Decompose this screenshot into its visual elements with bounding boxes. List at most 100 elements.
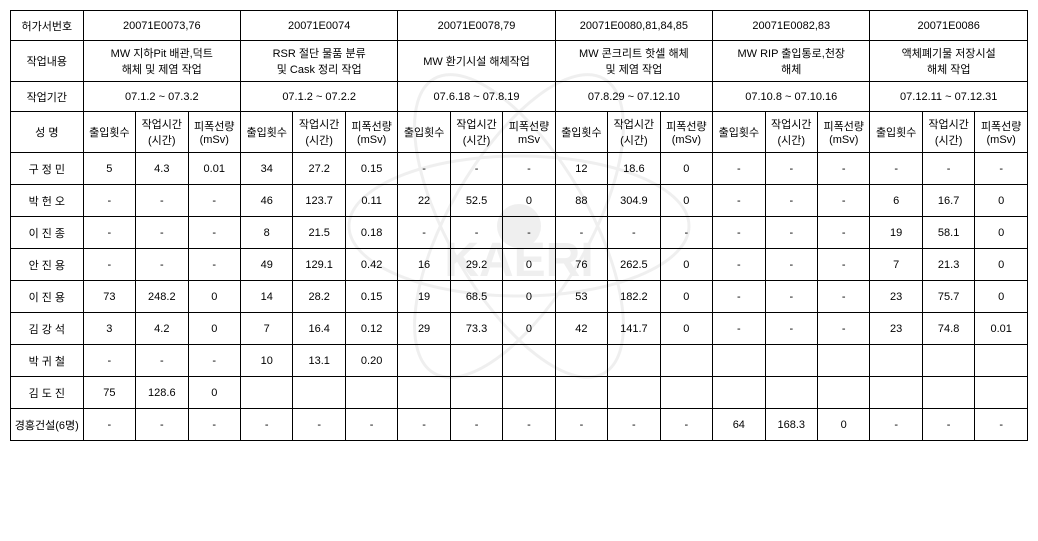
hdr-dose-1: 피폭선량(mSv) [345,112,397,153]
cell: 0 [660,153,712,185]
cell: - [713,281,765,313]
cell: - [818,249,870,281]
cell: 304.9 [608,185,660,217]
cell: - [293,409,345,441]
table-row: 박 귀 철---1013.10.20 [11,345,1028,377]
cell: 0 [503,281,555,313]
period-2: 07.6.18 ~ 07.8.19 [398,82,555,112]
cell [975,345,1028,377]
row-name: 경홍건설(6명) [11,409,84,441]
table-row: 경홍건설(6명)------------64168.30--- [11,409,1028,441]
cell: 4.3 [136,153,188,185]
cell: 3 [83,313,135,345]
cell: 68.5 [450,281,502,313]
desc-0: MW 지하Pit 배관,덕트해체 및 제염 작업 [83,41,240,82]
cell: 0 [188,281,240,313]
cell: - [975,409,1028,441]
cell: - [818,185,870,217]
cell [922,377,974,409]
cell [713,377,765,409]
cell: 128.6 [136,377,188,409]
cell: 19 [398,281,450,313]
cell: 52.5 [450,185,502,217]
hdr-hours-5: 작업시간(시간) [922,112,974,153]
cell: - [136,345,188,377]
cell: 49 [240,249,292,281]
cell: - [83,185,135,217]
desc-3: MW 콘크리트 핫셀 해체및 제염 작업 [555,41,712,82]
cell: 0 [660,249,712,281]
cell: - [713,185,765,217]
cell: 0.15 [345,281,397,313]
cell: - [83,345,135,377]
cell: - [608,409,660,441]
cell: 19 [870,217,922,249]
cell: - [818,217,870,249]
cell: - [83,249,135,281]
cell: - [555,409,607,441]
cell [398,377,450,409]
cell: 0.11 [345,185,397,217]
cell: - [818,153,870,185]
cell: - [870,409,922,441]
hdr-hours-2: 작업시간(시간) [450,112,502,153]
cell: - [188,217,240,249]
desc-4: MW RIP 출입통로,천장해체 [713,41,870,82]
cell: 0 [975,281,1028,313]
cell: 0.15 [345,153,397,185]
cell: - [713,249,765,281]
cell [345,377,397,409]
cell: - [240,409,292,441]
cell: 21.5 [293,217,345,249]
cell: 13.1 [293,345,345,377]
cell: 21.3 [922,249,974,281]
cell: 76 [555,249,607,281]
cell: 73 [83,281,135,313]
hdr-entries-3: 출입횟수 [555,112,607,153]
cell: 0.01 [975,313,1028,345]
cell: 16.4 [293,313,345,345]
cell: - [555,217,607,249]
cell: - [136,249,188,281]
permit-1: 20071E0074 [240,11,397,41]
cell: - [136,185,188,217]
hdr-dose-4: 피폭선량(mSv) [818,112,870,153]
cell [503,345,555,377]
hdr-hours-1: 작업시간(시간) [293,112,345,153]
row-name: 박 헌 오 [11,185,84,217]
cell: 0 [503,249,555,281]
cell: 53 [555,281,607,313]
cell: 0.42 [345,249,397,281]
cell: 16.7 [922,185,974,217]
cell: - [450,153,502,185]
desc-5: 액체폐기물 저장시설해체 작업 [870,41,1028,82]
permit-3: 20071E0080,81,84,85 [555,11,712,41]
cell: 123.7 [293,185,345,217]
cell: 262.5 [608,249,660,281]
cell [765,345,817,377]
cell: 5 [83,153,135,185]
cell: - [870,153,922,185]
row-name: 구 정 민 [11,153,84,185]
cell: 14 [240,281,292,313]
label-work-period: 작업기간 [11,82,84,112]
cell: - [136,217,188,249]
cell: - [188,249,240,281]
cell [975,377,1028,409]
cell: - [188,185,240,217]
cell [660,345,712,377]
cell [240,377,292,409]
cell: 74.8 [922,313,974,345]
cell: 75 [83,377,135,409]
cell: 73.3 [450,313,502,345]
cell [398,345,450,377]
cell [713,345,765,377]
cell: 0.20 [345,345,397,377]
cell: 23 [870,313,922,345]
cell: - [608,217,660,249]
cell: 168.3 [765,409,817,441]
desc-2: MW 환기시설 해체작업 [398,41,555,82]
hdr-entries-5: 출입횟수 [870,112,922,153]
cell: - [503,153,555,185]
period-0: 07.1.2 ~ 07.3.2 [83,82,240,112]
